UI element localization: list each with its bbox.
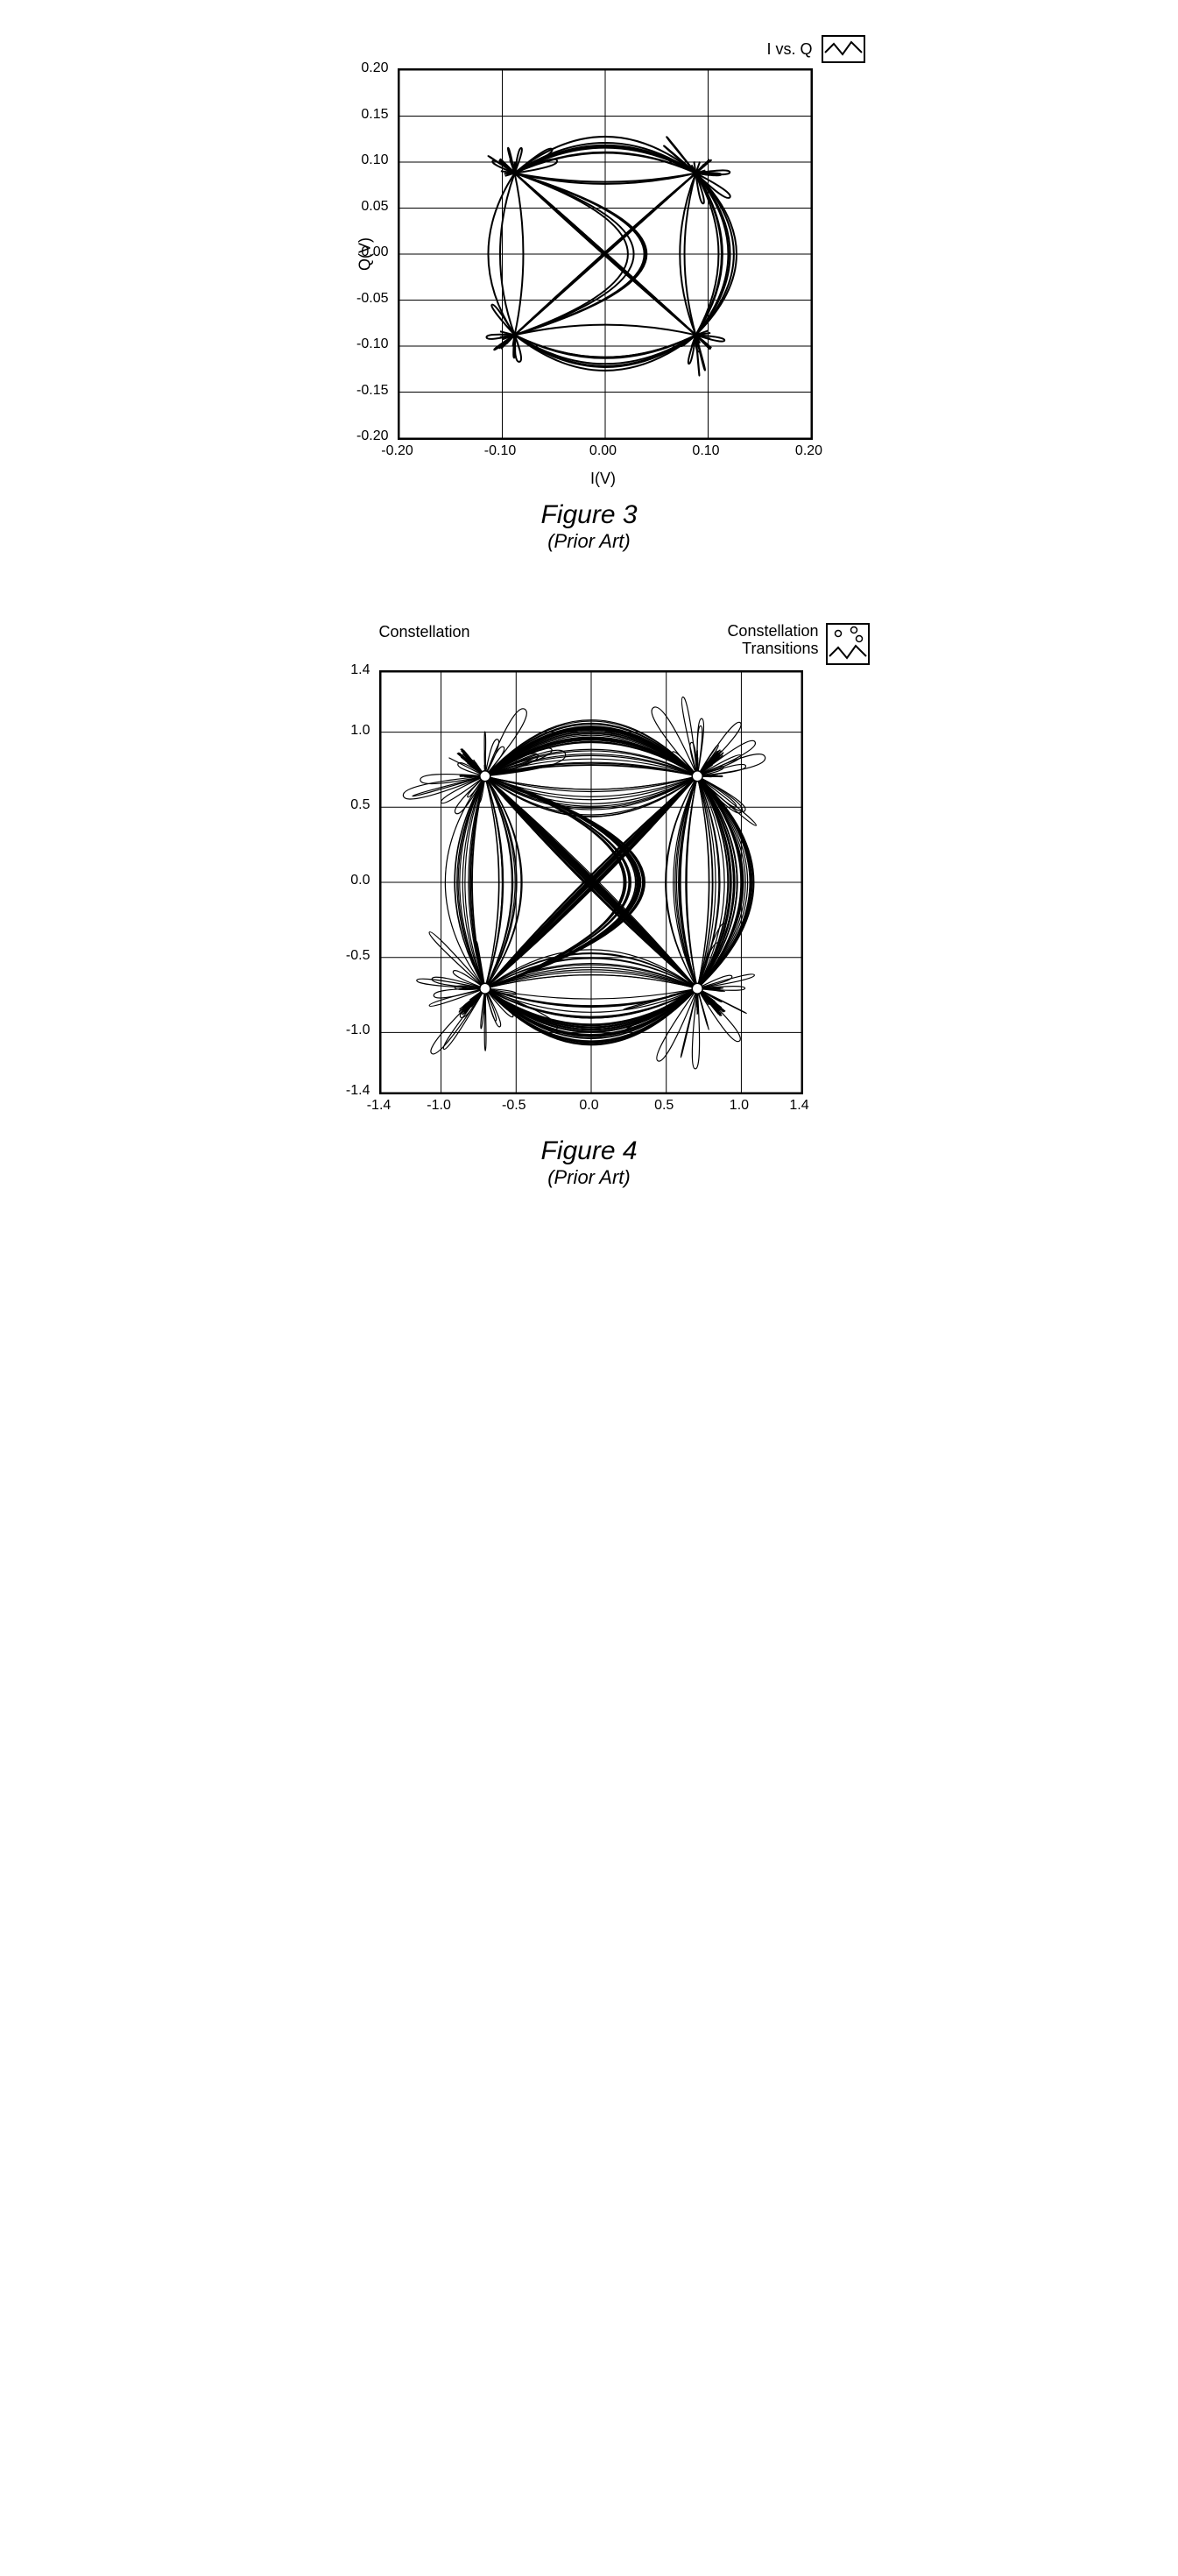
y-tick-label: 0.5 (300, 797, 370, 813)
figure-4-legend: Constellation Constellation Transitions (379, 623, 870, 665)
y-tick-label: 0.20 (333, 60, 389, 76)
legend-swatch-line (822, 35, 865, 63)
legend-label-top: Constellation (727, 623, 818, 640)
legend-stack: Constellation Transitions (727, 623, 818, 658)
figure-3-plot (398, 68, 813, 440)
y-tick-label: -1.4 (300, 1083, 370, 1099)
legend-label-bottom: Transitions (727, 640, 818, 658)
figure-4-caption: Figure 4 (Prior Art) (309, 1136, 870, 1189)
y-tick-label: -0.20 (333, 428, 389, 444)
x-tick-label: -0.10 (484, 443, 516, 459)
y-tick-label: 0.05 (333, 199, 389, 215)
y-tick-label: 0.10 (333, 152, 389, 168)
y-tick-label: -0.5 (300, 948, 370, 964)
y-tick-label: 0.0 (300, 873, 370, 888)
y-tick-label: -0.05 (333, 291, 389, 307)
x-tick-label: 0.10 (692, 443, 719, 459)
y-tick-label: -1.0 (300, 1023, 370, 1038)
figure-3-legend: I vs. Q (366, 35, 865, 63)
figure-3-block: I vs. Q Q(V) -0.20-0.100.000.100.20-0.20… (314, 35, 865, 553)
caption-title: Figure 4 (309, 1136, 870, 1166)
x-tick-label: -1.4 (367, 1098, 391, 1114)
x-tick-label: -1.0 (427, 1098, 451, 1114)
x-tick-label: -0.20 (381, 443, 413, 459)
y-tick-label: 1.4 (300, 662, 370, 678)
caption-sub: (Prior Art) (309, 1166, 870, 1189)
caption-title: Figure 3 (314, 500, 865, 530)
y-tick-label: -0.15 (333, 383, 389, 399)
x-tick-label: 0.20 (795, 443, 822, 459)
legend-label: I vs. Q (766, 40, 812, 59)
figure-4-title-left: Constellation (379, 623, 470, 641)
y-tick-label: 0.00 (333, 244, 389, 260)
x-tick-label: -0.5 (502, 1098, 526, 1114)
figure-4-plot (379, 670, 803, 1094)
x-tick-label: 1.0 (730, 1098, 749, 1114)
y-tick-label: 1.0 (300, 723, 370, 739)
figure-4-block: Constellation Constellation Transitions … (309, 623, 870, 1189)
x-tick-label: 0.5 (654, 1098, 674, 1114)
x-axis-label: I(V) (398, 470, 809, 488)
figure-3-caption: Figure 3 (Prior Art) (314, 500, 865, 553)
legend-swatch-combined (826, 623, 870, 665)
y-tick-label: 0.15 (333, 107, 389, 123)
y-tick-label: -0.10 (333, 336, 389, 352)
x-tick-label: 0.0 (579, 1098, 598, 1114)
x-tick-label: 1.4 (789, 1098, 808, 1114)
x-tick-label: 0.00 (589, 443, 617, 459)
caption-sub: (Prior Art) (314, 530, 865, 553)
